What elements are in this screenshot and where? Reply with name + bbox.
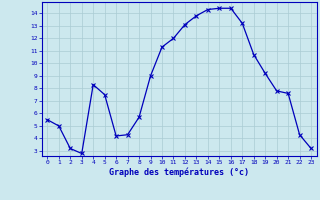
X-axis label: Graphe des températures (°c): Graphe des températures (°c) [109, 168, 249, 177]
